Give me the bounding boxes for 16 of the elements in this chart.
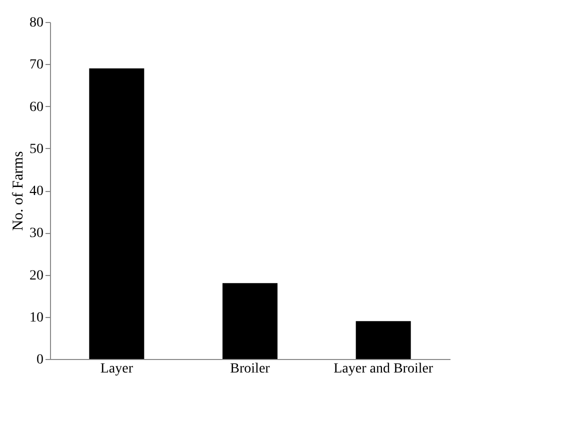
x-tick-label: Layer xyxy=(100,362,134,376)
bar xyxy=(222,283,278,359)
bar xyxy=(356,321,411,359)
y-tick-label: 60 xyxy=(30,100,44,115)
y-tick-label: 10 xyxy=(30,310,44,326)
y-axis-title: No. of Farms xyxy=(10,151,26,231)
y-tick-label: 50 xyxy=(30,142,44,157)
bar xyxy=(89,68,144,359)
y-tick-label: 40 xyxy=(30,184,44,199)
x-tick-label: Layer and Broiler xyxy=(334,362,434,376)
y-tick-label: 80 xyxy=(30,16,44,30)
y-tick-label: 70 xyxy=(30,58,44,73)
y-tick-label: 30 xyxy=(30,226,44,242)
y-tick-label: 0 xyxy=(36,352,44,368)
x-tick-label: Broiler xyxy=(230,362,270,376)
y-tick-label: 20 xyxy=(30,268,44,284)
